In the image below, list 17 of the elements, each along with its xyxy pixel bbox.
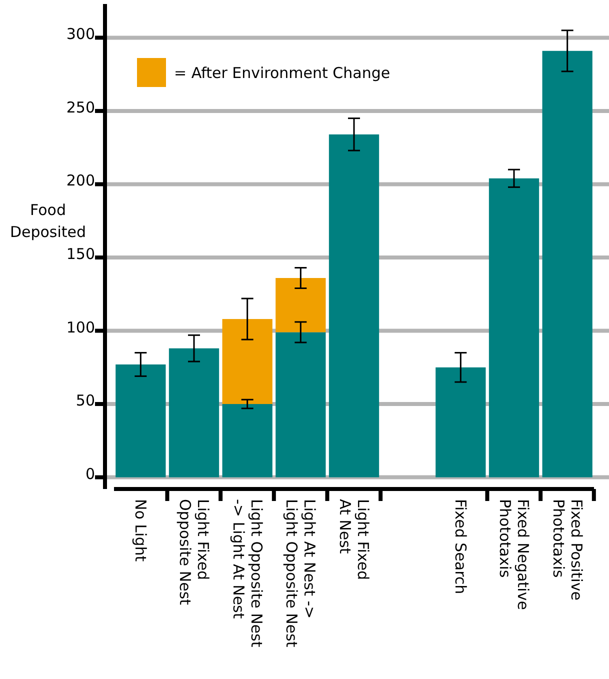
x-tick-label: Light Fixed Opposite Nest [176, 499, 212, 606]
x-tick-label: Fixed Negative Phototaxis [496, 499, 532, 610]
y-tick-label: 100 [66, 318, 95, 336]
y-tick-label: 200 [66, 172, 95, 190]
legend-label: = After Environment Change [174, 64, 390, 82]
x-tick-label: No Light [132, 499, 150, 562]
y-tick-label: 250 [66, 98, 95, 116]
x-tick-label: Fixed Positive Phototaxis [549, 499, 586, 600]
x-tick-label: Fixed Search [452, 499, 470, 594]
y-tick-label: 300 [66, 25, 95, 44]
x-tick-label: Light At Nest -> Light Opposite Nest [282, 499, 319, 648]
y-axis-title: Food Deposited [10, 201, 86, 241]
x-tick-label: Light Fixed At Nest [336, 499, 372, 580]
y-tick-label: 150 [66, 244, 95, 263]
y-tick-label: 0 [85, 464, 95, 483]
y-tick-label: 50 [76, 392, 95, 410]
x-tick-label: Light Opposite Nest -> Light At Nest [229, 499, 266, 648]
